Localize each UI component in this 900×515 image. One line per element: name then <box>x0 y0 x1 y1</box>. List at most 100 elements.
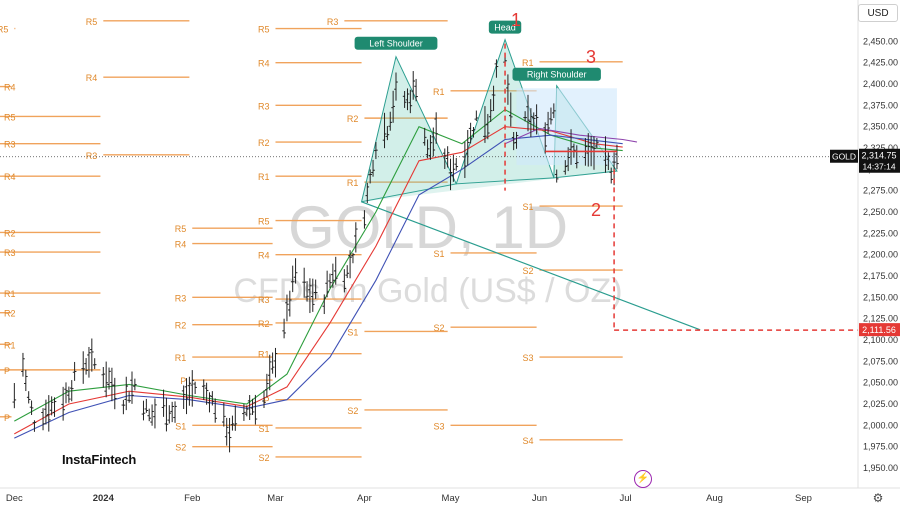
price-bar <box>402 91 407 108</box>
pivot-label: R5 <box>0 25 8 35</box>
lightning-alert-icon[interactable]: ⚡ <box>634 470 652 488</box>
price-bar <box>210 391 215 406</box>
price-bar <box>293 258 298 284</box>
price-bar <box>273 347 278 378</box>
settings-gear-icon[interactable]: ⚙ <box>872 491 884 505</box>
neckline-projection <box>361 201 701 331</box>
price-bar <box>265 373 269 398</box>
price-bar <box>592 136 596 170</box>
price-bar <box>127 391 131 403</box>
price-bar <box>471 127 476 138</box>
x-tick-label: Dec <box>6 493 23 504</box>
currency-label: USD <box>867 7 889 19</box>
pivot-label: S1 <box>434 249 445 259</box>
price-bar <box>508 92 513 127</box>
pivot-label: S3 <box>434 421 445 431</box>
price-bar <box>388 111 393 131</box>
ema-short-line <box>504 127 638 145</box>
neckline-band <box>361 171 617 202</box>
price-bars <box>12 54 619 453</box>
y-tick-label: 2,100.00 <box>863 335 898 345</box>
price-bar <box>130 371 134 404</box>
price-axis: 2,450.00 2,425.00 2,400.00 2,375.00 2,350.00… <box>857 0 900 488</box>
x-tick-label: Jun <box>532 493 547 504</box>
pivot-label: R5 <box>258 25 270 35</box>
price-bar <box>368 169 372 184</box>
x-tick-label: May <box>442 493 460 504</box>
price-bar <box>491 85 496 111</box>
pivot-label: R5 <box>4 112 16 122</box>
price-bar <box>187 376 192 406</box>
price-bar <box>267 354 272 391</box>
price-bar <box>609 167 614 184</box>
pivot-label: R4 <box>4 172 16 182</box>
target-price-value: 2,111.56 <box>862 325 896 335</box>
price-bar <box>465 129 470 166</box>
price-bar <box>290 265 295 293</box>
watermark-description: CFDs on Gold (US$ / OZ) <box>233 272 622 310</box>
pivot-label: R4 <box>258 251 270 261</box>
price-bar <box>394 72 398 101</box>
price-bar <box>408 89 413 114</box>
price-bar <box>104 361 108 398</box>
price-bar <box>348 250 352 279</box>
price-bar <box>310 278 315 312</box>
x-tick-label: Mar <box>267 493 283 504</box>
currency-selector[interactable]: USD <box>858 4 898 22</box>
y-tick-label: 2,225.00 <box>863 228 898 238</box>
price-bar <box>468 122 473 144</box>
pivot-label: R3 <box>258 101 270 111</box>
price-bar <box>451 154 456 182</box>
pivot-label: P <box>263 396 269 406</box>
volume-profile-area <box>516 88 617 166</box>
pivot-label: R1 <box>4 289 16 299</box>
last-price-value: 2,314.75 <box>861 151 896 161</box>
pivot-label: R1 <box>4 340 16 350</box>
price-bar <box>107 367 111 390</box>
y-tick-label: 2,000.00 <box>863 420 898 430</box>
pivot-label: R5 <box>86 17 98 27</box>
price-bar <box>523 111 527 122</box>
price-bar <box>606 152 611 171</box>
pivot-label: S4 <box>522 436 533 446</box>
price-bar <box>474 110 479 121</box>
price-bar <box>24 369 28 392</box>
price-bar <box>486 113 490 140</box>
price-bar <box>534 104 539 135</box>
price-bar <box>382 112 387 149</box>
price-bar <box>554 169 559 183</box>
price-bar <box>67 386 71 403</box>
price-bar <box>549 107 553 125</box>
left-shoulder-triangle <box>360 55 457 203</box>
pivot-label: S1 <box>175 421 186 431</box>
price-bar <box>425 139 430 159</box>
pivot-label: S2 <box>175 443 186 453</box>
price-bar <box>12 383 17 409</box>
pivot-label: R2 <box>4 228 16 238</box>
price-bar <box>44 399 48 425</box>
price-bar <box>288 290 292 317</box>
price-bar <box>354 222 358 253</box>
pivot-label: R4 <box>175 240 187 250</box>
price-bar <box>351 252 355 264</box>
y-tick-label: 2,375.00 <box>863 100 898 110</box>
price-bar <box>428 135 433 160</box>
price-bar <box>190 370 195 407</box>
pivot-label: R1 <box>258 172 270 182</box>
price-bar <box>345 265 350 279</box>
pivot-label: R4 <box>86 73 98 83</box>
pivot-label: R1 <box>433 87 445 97</box>
y-tick-label: 2,250.00 <box>863 207 898 217</box>
price-bar <box>227 417 232 453</box>
price-bar <box>615 144 619 170</box>
time-axis: Dec 2024 Feb Mar Apr May Jun Jul Aug Sep <box>0 487 900 504</box>
price-bar <box>262 390 266 409</box>
brand-logo: InstaFintech <box>62 452 137 467</box>
price-bar <box>305 281 309 302</box>
annotation-number-2: 2 <box>591 200 601 220</box>
price-bar <box>184 378 189 415</box>
price-bar <box>81 351 86 384</box>
